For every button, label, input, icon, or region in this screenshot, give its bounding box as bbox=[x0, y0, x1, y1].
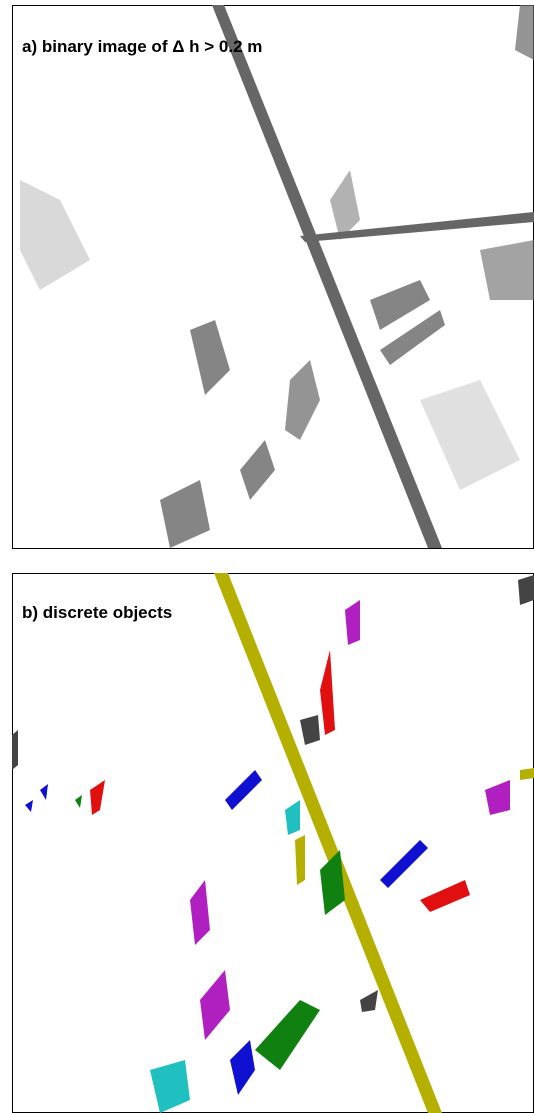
panel-label: b) discrete objects bbox=[22, 603, 172, 622]
panel-frame bbox=[12, 5, 534, 549]
panel-label: a) binary image of Δ h > 0.2 m bbox=[22, 37, 262, 56]
panel-frame bbox=[12, 573, 534, 1113]
panel-a: a) binary image of Δ h > 0.2 m bbox=[12, 5, 534, 549]
binary-image bbox=[20, 5, 534, 548]
panel-b: b) discrete objects bbox=[12, 573, 534, 1113]
discrete-objects bbox=[12, 573, 534, 1113]
